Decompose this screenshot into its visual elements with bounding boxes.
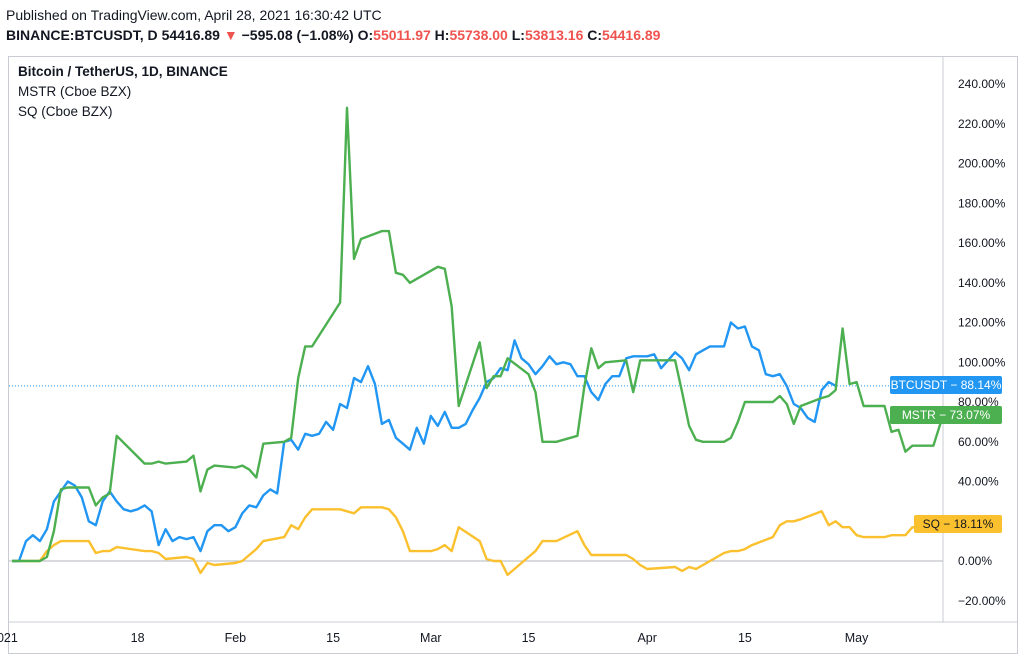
down-arrow-icon: ▼	[223, 27, 238, 43]
x-tick-label: 15	[738, 631, 752, 645]
published-caption: Published on TradingView.com, April 28, …	[6, 7, 382, 23]
legend-main-symbol[interactable]: Bitcoin / TetherUS, 1D, BINANCE	[18, 64, 228, 79]
badge-sq: SQ − 18.11%	[914, 515, 1002, 533]
x-tick-label: Mar	[420, 631, 442, 645]
close-label: C:	[587, 27, 603, 43]
y-tick-label: 120.00%	[958, 316, 1006, 330]
x-tick-label: 2021	[0, 631, 18, 645]
badge-mstr: MSTR − 73.07%	[890, 406, 1002, 424]
y-tick-label: 140.00%	[958, 276, 1006, 290]
price-change: −595.08 (−1.08%)	[241, 27, 354, 43]
high-value: 55738.00	[449, 27, 508, 43]
symbol-name: BINANCE:BTCUSDT, D	[6, 27, 158, 43]
x-tick-label: 15	[522, 631, 536, 645]
symbol-ohlc-bar: BINANCE:BTCUSDT, D 54416.89 ▼ −595.08 (−…	[6, 27, 660, 43]
last-value-badges: BTCUSDT − 88.14% MSTR − 73.07% SQ − 18.11%	[890, 376, 1002, 533]
series-line-sq	[12, 506, 941, 577]
x-tick-label: Feb	[225, 631, 247, 645]
x-tick-label: Apr	[637, 631, 656, 645]
svg-text:MSTR − 73.07%: MSTR − 73.07%	[902, 408, 991, 422]
low-label: L:	[511, 27, 525, 43]
y-tick-label: 220.00%	[958, 117, 1006, 131]
svg-text:BTCUSDT − 88.14%: BTCUSDT − 88.14%	[891, 378, 1002, 392]
y-tick-label: 80.00%	[958, 395, 999, 409]
legend-compare-mstr[interactable]: MSTR (Cboe BZX)	[18, 84, 132, 99]
series-line-btcusdt	[12, 321, 837, 563]
low-value: 53813.16	[524, 27, 584, 43]
chart-frame	[8, 56, 1018, 654]
open-label: O:	[357, 27, 374, 43]
y-tick-label: 160.00%	[958, 236, 1006, 250]
high-label: H:	[434, 27, 450, 43]
series-line-mstr	[12, 106, 943, 563]
x-tick-label: 18	[131, 631, 145, 645]
time-axis: 2021 18 Feb 15 Mar 15 Apr 15 May	[0, 631, 869, 645]
y-tick-label: 40.00%	[958, 475, 999, 489]
y-tick-label: 60.00%	[958, 435, 999, 449]
y-tick-label: 200.00%	[958, 157, 1006, 171]
x-tick-label: 15	[326, 631, 340, 645]
legend-compare-sq[interactable]: SQ (Cboe BZX)	[18, 104, 113, 119]
svg-text:SQ − 18.11%: SQ − 18.11%	[923, 517, 994, 531]
y-tick-label: 180.00%	[958, 196, 1006, 210]
close-value: 54416.89	[602, 27, 661, 43]
open-value: 55011.97	[373, 27, 431, 43]
badge-btcusdt: BTCUSDT − 88.14%	[890, 376, 1002, 394]
y-tick-label: 0.00%	[958, 554, 992, 568]
x-tick-label: May	[845, 631, 869, 645]
last-price: 54416.89	[161, 27, 220, 43]
y-tick-label: 100.00%	[958, 355, 1006, 369]
y-tick-label: 240.00%	[958, 77, 1006, 91]
series-layer	[12, 106, 943, 577]
y-tick-label: −20.00%	[958, 594, 1006, 608]
